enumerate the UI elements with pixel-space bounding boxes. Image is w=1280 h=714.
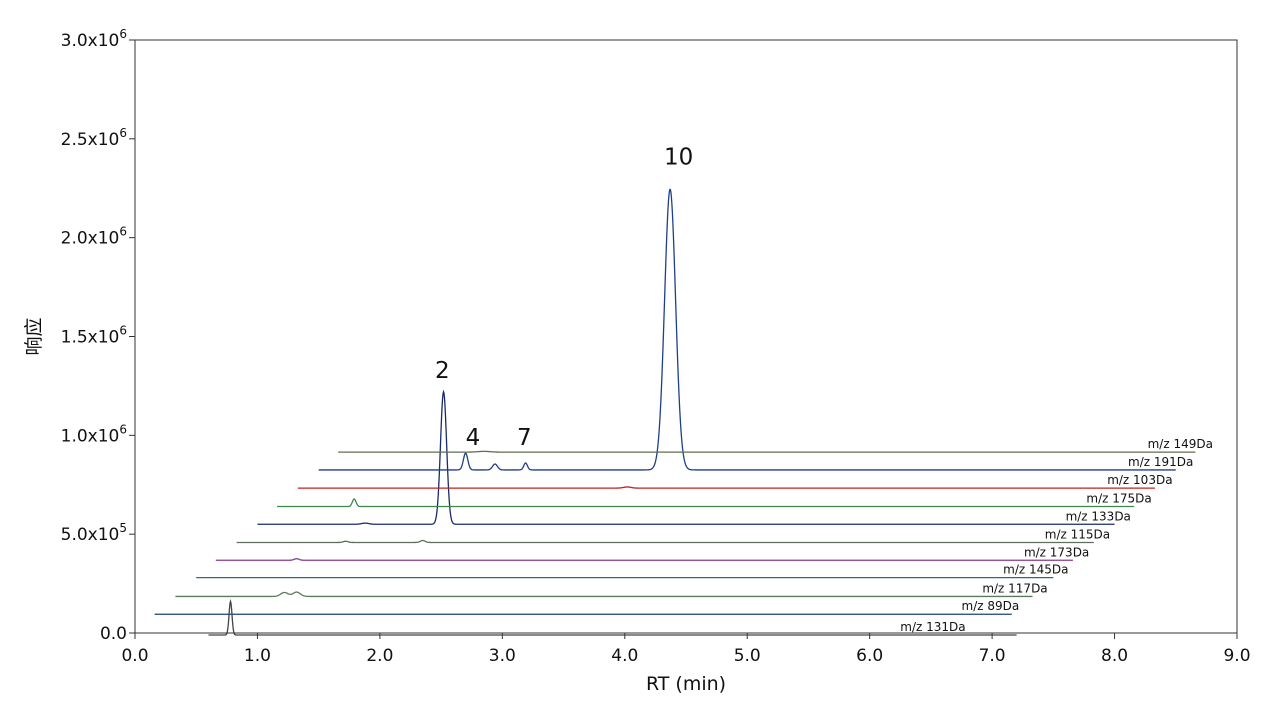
x-tick-label: 9.0: [1223, 646, 1250, 666]
trace-m-z-131da: [208, 598, 1017, 636]
y-tick-label: 2.0x106: [61, 225, 127, 249]
x-axis-title: RT (min): [646, 673, 726, 695]
x-tick-label: 6.0: [856, 646, 883, 666]
trace-m-z-133da: [257, 389, 1115, 525]
y-tick-label: 3.0x106: [61, 27, 127, 51]
trace-label: m/z 133Da: [1066, 509, 1131, 523]
trace-label: m/z 89Da: [962, 599, 1020, 613]
peak-label-group: 2 4 7 10: [435, 145, 693, 452]
trace-label: m/z 149Da: [1148, 437, 1213, 451]
y-tick-label: 0.0: [100, 624, 127, 644]
x-tick-label: 5.0: [734, 646, 761, 666]
y-tick-label: 1.5x106: [61, 324, 127, 348]
y-axis-title: 响应: [23, 317, 45, 355]
trace-label-group: m/z 131Da m/z 89Da m/z 117Da m/z 145Da m/z 1…: [900, 437, 1213, 634]
x-tick-label: 1.0: [244, 646, 271, 666]
peak-label: 2: [435, 358, 450, 384]
trace-label: m/z 103Da: [1107, 473, 1172, 487]
trace-m-z-173da: [215, 558, 1073, 561]
peak-label: 10: [664, 145, 693, 171]
peak-label: 7: [517, 425, 532, 451]
peak-label: 4: [466, 425, 481, 451]
trace-m-z-175da: [277, 498, 1135, 508]
x-tick-label: 3.0: [489, 646, 516, 666]
y-tick-label: 1.0x106: [61, 422, 127, 446]
trace-label: m/z 117Da: [982, 581, 1047, 595]
x-tick-label: 8.0: [1101, 646, 1128, 666]
trace-m-z-115da: [236, 539, 1094, 544]
trace-label: m/z 175Da: [1086, 491, 1151, 505]
trace-m-z-149da: [338, 450, 1196, 453]
trace-label: m/z 115Da: [1045, 527, 1110, 541]
x-tick-label: 0.0: [121, 646, 148, 666]
x-tick-label: 7.0: [979, 646, 1006, 666]
y-tick-label: 2.5x106: [61, 126, 127, 150]
axes-group: 0.0 1.0 2.0 3.0 4.0 5.0 6.0 7.0 8.0 9.0 0.0 5.0x105…: [61, 27, 1251, 666]
trace-label: m/z 191Da: [1128, 455, 1193, 469]
x-tick-label: 2.0: [366, 646, 393, 666]
trace-m-z-103da: [297, 486, 1155, 489]
trace-label: m/z 131Da: [900, 620, 965, 634]
trace-m-z-191da: [318, 188, 1176, 471]
x-tick-label: 4.0: [611, 646, 638, 666]
y-tick-label: 5.0x105: [61, 521, 127, 545]
trace-group: [154, 188, 1196, 636]
trace-m-z-117da: [175, 591, 1033, 598]
trace-label: m/z 145Da: [1003, 563, 1068, 577]
trace-label: m/z 173Da: [1024, 545, 1089, 559]
